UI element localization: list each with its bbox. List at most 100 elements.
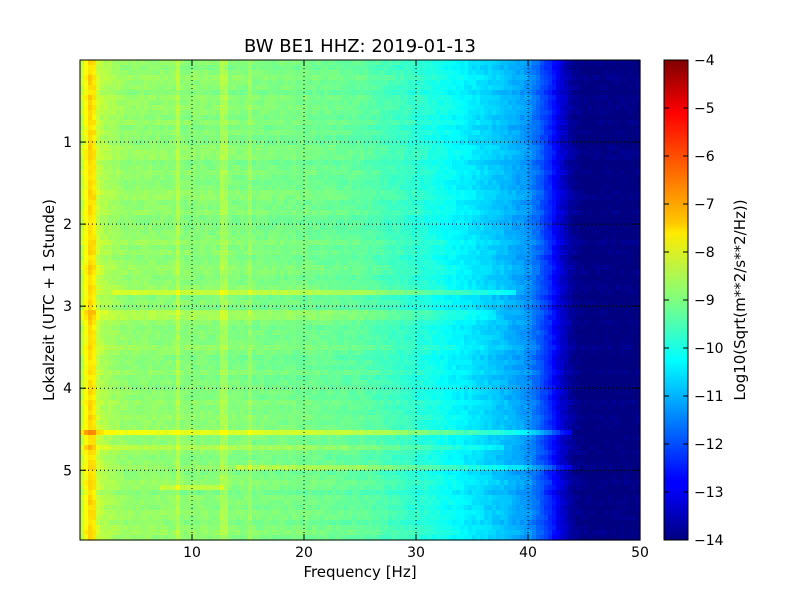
heatmap-cell	[304, 170, 309, 176]
heatmap-cell	[540, 205, 545, 211]
heatmap-cell	[492, 180, 497, 186]
heatmap-cell	[392, 140, 397, 146]
heatmap-cell	[260, 175, 265, 181]
heatmap-cell	[212, 65, 217, 71]
heatmap-cell	[616, 150, 621, 156]
heatmap-cell	[368, 105, 373, 111]
heatmap-cell	[108, 105, 113, 111]
heatmap-cell	[304, 70, 309, 76]
heatmap-cell	[264, 185, 269, 191]
heatmap-cell	[100, 125, 105, 131]
heatmap-cell	[276, 160, 281, 166]
heatmap-cell	[404, 85, 409, 91]
heatmap-cell	[492, 125, 497, 131]
heatmap-cell	[236, 70, 241, 76]
heatmap-cell	[420, 235, 425, 241]
heatmap-cell	[436, 205, 441, 211]
heatmap-cell	[524, 180, 529, 186]
heatmap-cell	[340, 190, 345, 196]
heatmap-cell	[440, 75, 445, 81]
heatmap-cell	[412, 170, 417, 176]
heatmap-cell	[184, 225, 189, 231]
heatmap-cell	[632, 105, 637, 111]
heatmap-cell	[396, 195, 401, 201]
heatmap-cell	[232, 95, 237, 101]
heatmap-cell	[120, 65, 125, 71]
heatmap-cell	[88, 105, 93, 111]
heatmap-cell	[116, 230, 121, 236]
heatmap-cell	[540, 220, 545, 226]
heatmap-cell	[172, 205, 177, 211]
heatmap-cell	[184, 200, 189, 206]
heatmap-cell	[416, 220, 421, 226]
heatmap-cell	[252, 165, 257, 171]
heatmap-cell	[292, 155, 297, 161]
heatmap-cell	[228, 105, 233, 111]
heatmap-cell	[436, 160, 441, 166]
heatmap-cell	[560, 200, 565, 206]
heatmap-cell	[284, 75, 289, 81]
heatmap-cell	[348, 160, 353, 166]
heatmap-cell	[436, 90, 441, 96]
heatmap-cell	[220, 225, 225, 231]
heatmap-cell	[320, 205, 325, 211]
heatmap-cell	[172, 235, 177, 241]
heatmap-cell	[484, 110, 489, 116]
heatmap-cell	[472, 185, 477, 191]
heatmap-cell	[424, 150, 429, 156]
heatmap-cell	[280, 75, 285, 81]
heatmap-cell	[548, 125, 553, 131]
heatmap-cell	[604, 85, 609, 91]
heatmap-cell	[112, 220, 117, 226]
heatmap-cell	[524, 165, 529, 171]
heatmap-cell	[216, 80, 221, 86]
heatmap-cell	[388, 65, 393, 71]
heatmap-cell	[176, 120, 181, 126]
heatmap-cell	[120, 185, 125, 191]
heatmap-cell	[568, 70, 573, 76]
heatmap-cell	[180, 225, 185, 231]
heatmap-cell	[592, 150, 597, 156]
heatmap-cell	[632, 85, 637, 91]
heatmap-cell	[188, 165, 193, 171]
heatmap-cell	[388, 235, 393, 241]
heatmap-cell	[184, 85, 189, 91]
heatmap-cell	[516, 125, 521, 131]
heatmap-cell	[280, 190, 285, 196]
heatmap-cell	[556, 130, 561, 136]
heatmap-cell	[588, 60, 593, 66]
heatmap-cell	[324, 185, 329, 191]
heatmap-cell	[200, 75, 205, 81]
heatmap-cell	[144, 105, 149, 111]
heatmap-cell	[604, 175, 609, 181]
heatmap-cell	[588, 225, 593, 231]
heatmap-cell	[312, 215, 317, 221]
heatmap-cell	[628, 115, 633, 121]
heatmap-cell	[384, 140, 389, 146]
heatmap-cell	[624, 230, 629, 236]
heatmap-cell	[220, 155, 225, 161]
heatmap-cell	[184, 155, 189, 161]
heatmap-cell	[96, 160, 101, 166]
heatmap-cell	[104, 185, 109, 191]
heatmap-cell	[80, 70, 85, 76]
heatmap-cell	[180, 175, 185, 181]
heatmap-cell	[348, 150, 353, 156]
heatmap-cell	[200, 185, 205, 191]
heatmap-cell	[420, 150, 425, 156]
heatmap-cell	[328, 220, 333, 226]
heatmap-cell	[236, 220, 241, 226]
heatmap-cell	[200, 210, 205, 216]
heatmap-cell	[328, 225, 333, 231]
heatmap-cell	[576, 205, 581, 211]
heatmap-cell	[220, 160, 225, 166]
heatmap-cell	[300, 125, 305, 131]
heatmap-cell	[524, 155, 529, 161]
heatmap-cell	[612, 135, 617, 141]
heatmap-cell	[512, 105, 517, 111]
heatmap-cell	[244, 120, 249, 126]
heatmap-cell	[156, 230, 161, 236]
heatmap-cell	[260, 65, 265, 71]
heatmap-cell	[560, 165, 565, 171]
heatmap-cell	[352, 90, 357, 96]
